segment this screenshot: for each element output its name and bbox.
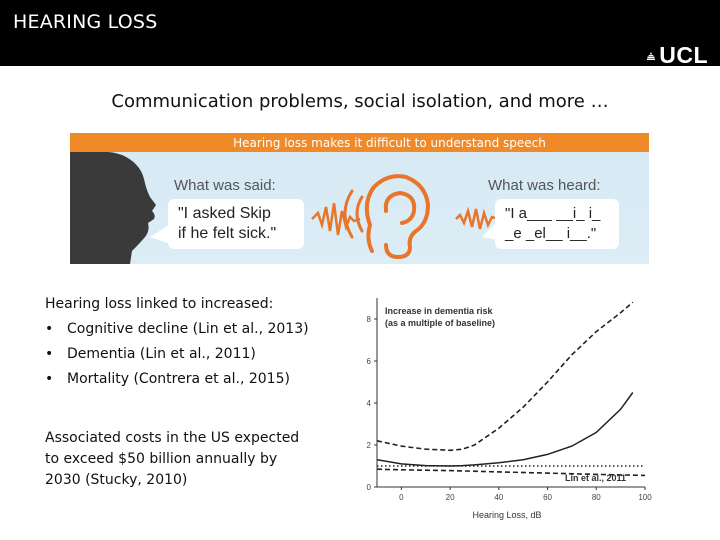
y-tick-label: 6: [367, 357, 372, 366]
series-line-1: [376, 392, 634, 467]
slide-title: HEARING LOSS: [13, 11, 158, 33]
y-tick-label: 2: [367, 441, 372, 450]
y-tick-label: 0: [367, 483, 372, 492]
bullet-glyph: •: [45, 371, 54, 387]
risk-list-item-text: Mortality (Contrera et al., 2015): [67, 371, 290, 387]
sound-wave-icon: [311, 202, 361, 236]
risk-list-item-text: Dementia (Lin et al., 2011): [67, 346, 256, 362]
x-tick-label: 40: [494, 493, 503, 502]
ucl-logo-text: UCL: [659, 42, 708, 68]
heard-label: What was heard:: [488, 177, 601, 194]
x-axis-label: Hearing Loss, dB: [472, 510, 541, 520]
infographic-banner: Hearing loss makes it difficult to under…: [70, 133, 649, 152]
x-tick-label: 80: [592, 493, 601, 502]
y-tick-label: 4: [367, 399, 372, 408]
x-tick-label: 20: [446, 493, 455, 502]
ucl-logo: UCL: [646, 44, 708, 67]
risk-list-item: • Dementia (Lin et al., 2011): [45, 346, 345, 362]
chart-title-line-1: Increase in dementia risk: [385, 306, 494, 316]
risk-list-item: • Cognitive decline (Lin et al., 2013): [45, 321, 345, 337]
x-tick-label: 60: [543, 493, 552, 502]
risk-list-item-text: Cognitive decline (Lin et al., 2013): [67, 321, 309, 337]
y-tick-label: 8: [367, 315, 372, 324]
ear-icon: [343, 174, 431, 260]
slide-subtitle: Communication problems, social isolation…: [111, 91, 609, 112]
chart-title-line-2: (as a multiple of baseline): [385, 318, 495, 328]
risk-list: • Cognitive decline (Lin et al., 2013) • D…: [45, 321, 345, 387]
bullet-glyph: •: [45, 346, 54, 362]
said-speech-bubble: "I asked Skip if he felt sick.": [168, 199, 304, 249]
said-label: What was said:: [174, 177, 276, 194]
series-line-3: [376, 468, 646, 477]
risk-list-block: Hearing loss linked to increased: • Cogni…: [45, 296, 345, 396]
chart-annotation: Lin et al., 2011: [565, 473, 626, 483]
sound-wave-muted-icon: [455, 206, 499, 230]
ucl-dome-icon: [647, 51, 656, 60]
infographic-art: [70, 151, 502, 264]
x-tick-label: 100: [638, 493, 652, 502]
speech-infographic: Hearing loss makes it difficult to under…: [70, 133, 649, 264]
risk-list-item: • Mortality (Contrera et al., 2015): [45, 371, 345, 387]
x-tick-label: 0: [399, 493, 404, 502]
costs-paragraph: Associated costs in the US expected to e…: [45, 430, 300, 488]
risk-list-heading: Hearing loss linked to increased:: [45, 296, 274, 312]
bullet-glyph: •: [45, 321, 54, 337]
heard-speech-bubble: "I a___ __i_ i_ _e _el__ i__.": [495, 199, 619, 249]
title-bar: HEARING LOSS UCL: [0, 0, 720, 67]
series-line-2: [376, 301, 634, 452]
infographic-banner-text: Hearing loss makes it difficult to under…: [233, 136, 546, 150]
head-silhouette-icon: [70, 151, 156, 264]
